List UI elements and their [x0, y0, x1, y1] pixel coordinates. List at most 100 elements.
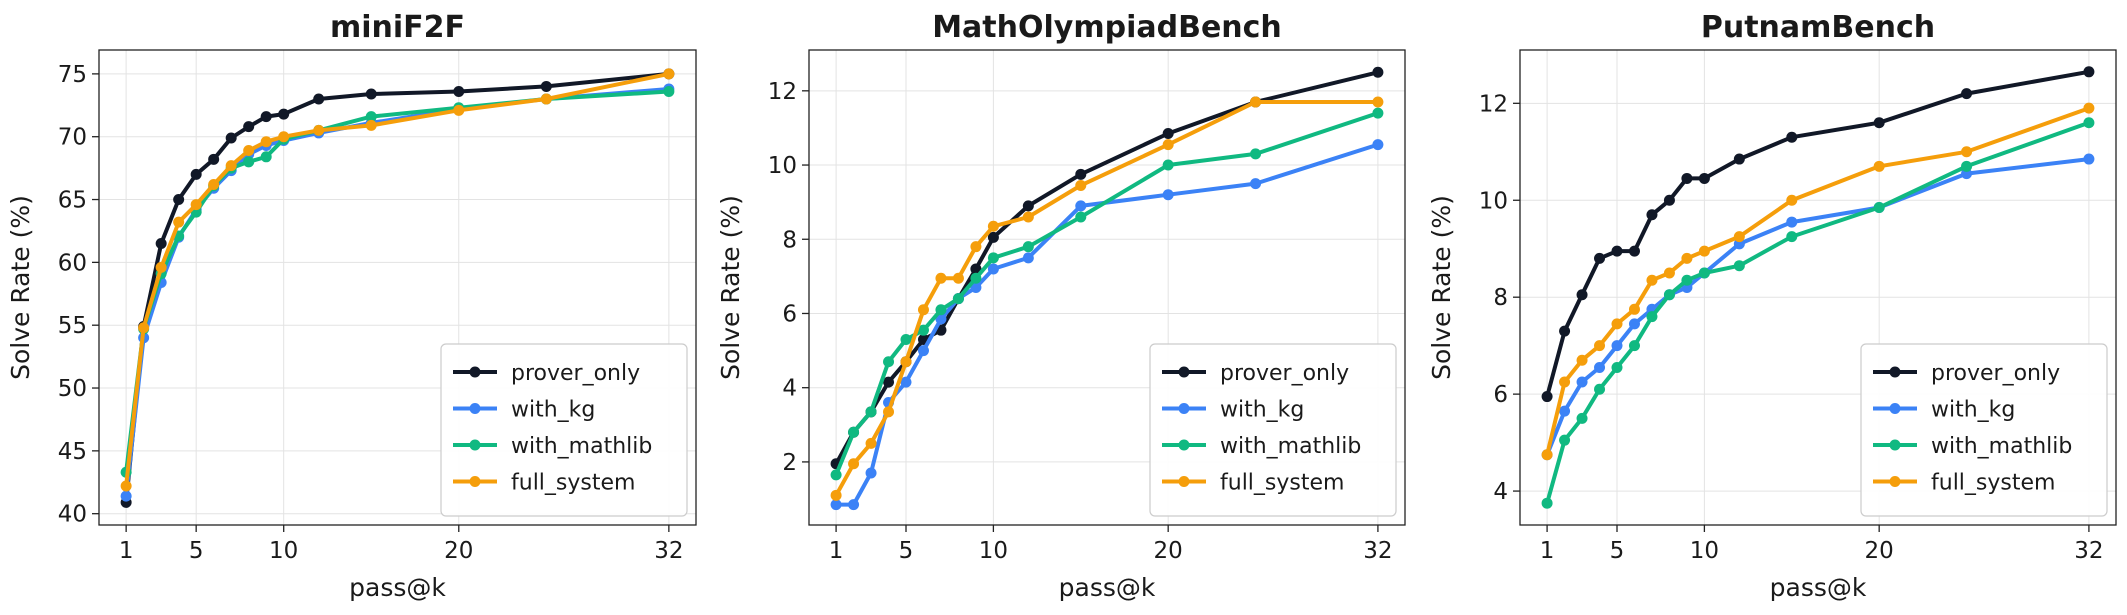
legend-marker	[1889, 403, 1901, 414]
data-point	[1250, 178, 1262, 190]
data-point	[1559, 434, 1571, 446]
data-point	[900, 356, 912, 368]
data-point	[278, 131, 290, 143]
legend-marker	[1889, 366, 1901, 378]
data-point	[1628, 303, 1640, 315]
legend: prover_only with_kg with_mathlib full_syste…	[440, 343, 688, 517]
x-tick-label: 5	[899, 538, 914, 564]
data-point	[970, 282, 982, 293]
y-axis-label: Solve Rate (%)	[716, 195, 745, 380]
data-point	[138, 322, 150, 334]
plot-frame	[98, 49, 697, 526]
y-tick-label: 12	[768, 79, 797, 105]
data-point	[313, 93, 325, 105]
data-point	[935, 272, 947, 284]
data-point	[1372, 66, 1384, 78]
x-tick-label: 1	[119, 538, 134, 564]
legend-box	[1149, 343, 1397, 517]
data-point	[1733, 260, 1745, 272]
data-point	[1162, 127, 1174, 139]
data-point	[243, 156, 255, 168]
data-point	[1786, 231, 1798, 243]
data-point	[2083, 117, 2095, 129]
legend-marker	[469, 439, 481, 451]
legend-label: full_system	[1931, 471, 2055, 496]
data-point	[540, 93, 552, 105]
legend-item-full_system: full_system	[1162, 471, 1344, 496]
data-point	[1698, 267, 1710, 279]
data-point	[1786, 131, 1798, 143]
data-point	[1541, 497, 1553, 509]
data-point	[1576, 354, 1588, 366]
y-tick-label: 60	[58, 250, 87, 276]
data-point	[1646, 311, 1658, 323]
data-point	[1628, 245, 1640, 257]
data-point	[260, 136, 272, 148]
x-tick-label: 20	[1154, 538, 1183, 564]
legend-item-with_mathlib: with_mathlib	[1873, 434, 2072, 459]
legend-marker	[1889, 439, 1901, 451]
data-point	[917, 324, 929, 336]
x-axis-label: pass@k	[1059, 573, 1156, 602]
data-point	[1162, 159, 1174, 171]
legend-item-full_system: full_system	[453, 471, 635, 496]
legend-marker	[469, 366, 481, 378]
data-point	[848, 426, 860, 438]
y-axis-label: Solve Rate (%)	[6, 195, 35, 380]
data-point	[365, 119, 377, 131]
data-point	[865, 467, 877, 479]
data-point	[1663, 289, 1675, 301]
data-point	[120, 490, 132, 502]
legend-marker	[469, 403, 481, 414]
y-tick-label: 50	[58, 376, 87, 402]
data-point	[952, 293, 964, 305]
x-tick-label: 32	[654, 538, 683, 564]
data-point	[243, 121, 255, 133]
data-point	[970, 263, 982, 275]
data-point	[1681, 274, 1693, 286]
data-point	[1559, 376, 1571, 388]
legend-label: with_mathlib	[511, 434, 652, 459]
data-point	[1022, 200, 1034, 212]
data-point	[1594, 383, 1606, 395]
y-tick-label: 4	[782, 376, 797, 402]
data-point	[1646, 209, 1658, 221]
data-point	[987, 220, 999, 232]
data-point	[1961, 88, 1973, 100]
data-point	[1611, 361, 1623, 373]
data-point	[1611, 245, 1623, 257]
legend-label: with_kg	[511, 398, 595, 423]
y-tick-label: 4	[1493, 479, 1508, 505]
series-with_mathlib	[1541, 117, 2095, 509]
data-point	[970, 241, 982, 253]
data-point	[2083, 153, 2095, 165]
y-tick-label: 10	[768, 153, 797, 179]
y-tick-label: 8	[782, 227, 797, 253]
x-tick-label: 32	[1363, 538, 1392, 564]
x-axis-label: pass@k	[349, 573, 446, 602]
data-point	[1733, 153, 1745, 165]
legend-marker	[469, 476, 481, 487]
data-point	[1022, 252, 1034, 264]
data-point	[1559, 405, 1571, 417]
data-point	[225, 160, 237, 172]
x-tick-label: 10	[269, 538, 298, 564]
data-point	[1873, 160, 1885, 172]
data-point	[830, 499, 842, 511]
data-point	[883, 406, 895, 418]
x-tick-label: 1	[1540, 538, 1555, 564]
data-point	[1162, 139, 1174, 151]
chart-title: MathOlympiadBench	[932, 10, 1282, 45]
chart-title: PutnamBench	[1701, 10, 1935, 45]
legend-label: with_kg	[1931, 398, 2015, 423]
y-tick-label: 70	[58, 125, 87, 151]
x-tick-label: 10	[979, 538, 1008, 564]
x-tick-label: 10	[1690, 538, 1719, 564]
data-point	[1372, 107, 1384, 119]
legend: prover_only with_kg with_mathlib full_syste…	[1149, 343, 1397, 517]
chart-panel-minif2f: 1 5 10 20 32 40 45 50 55 60 65 70 75 miniF2F pass@k Sol…	[6, 10, 697, 602]
data-point	[917, 304, 929, 316]
y-tick-label: 6	[782, 301, 797, 327]
legend-label: prover_only	[1931, 361, 2060, 386]
legend-item-prover_only: prover_only	[1162, 361, 1349, 386]
